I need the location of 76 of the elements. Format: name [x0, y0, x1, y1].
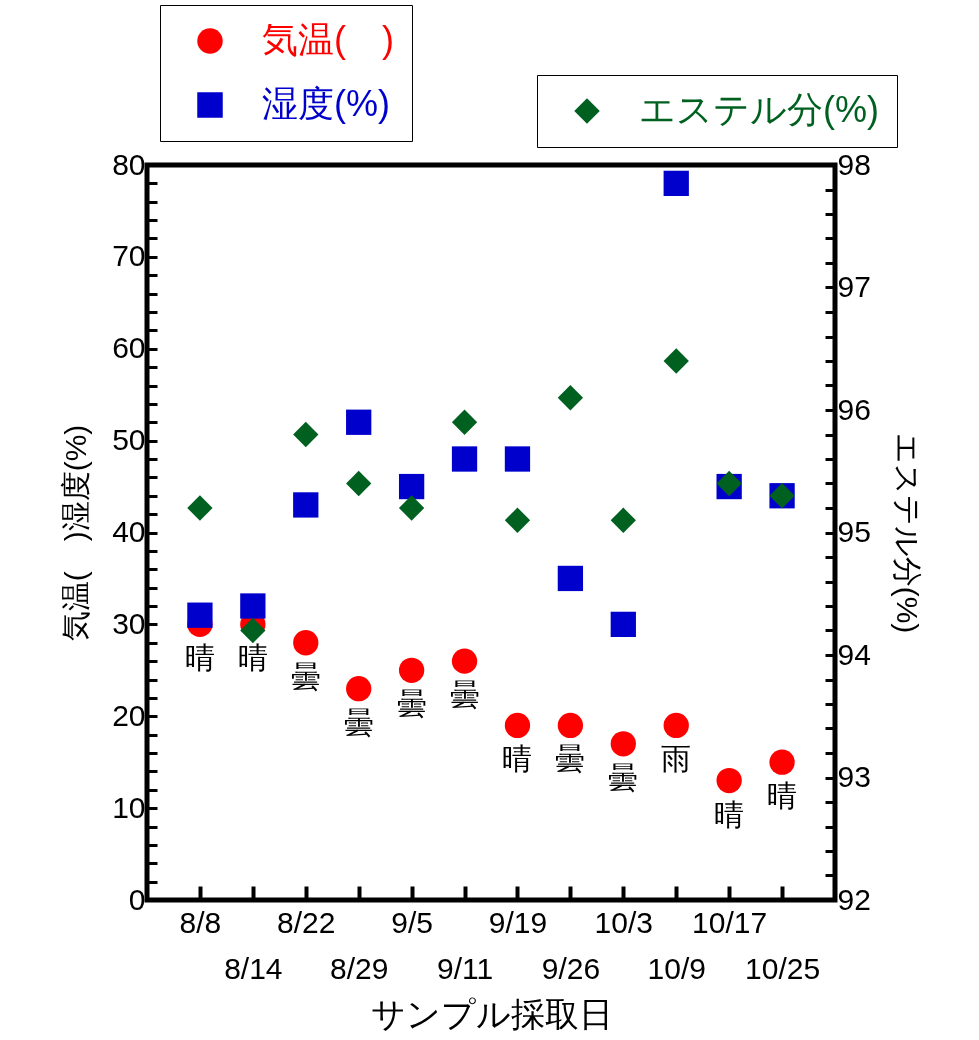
point	[610, 731, 636, 757]
annotation: 晴	[767, 779, 798, 813]
point	[346, 409, 372, 435]
y-tick-label: 10	[112, 790, 146, 824]
legend-label: エステル分(%)	[639, 89, 879, 130]
point	[504, 507, 531, 533]
point	[293, 630, 319, 656]
annotation: 晴	[184, 641, 215, 675]
point	[398, 473, 425, 500]
y2-tick-label: 95	[837, 515, 871, 548]
x-tick-label: 8/22	[277, 905, 336, 939]
y-tick-label: 30	[112, 606, 146, 640]
point	[504, 446, 531, 472]
y2-tick-label: 94	[837, 637, 871, 671]
point	[451, 446, 478, 472]
x-tick-label: 8/29	[330, 951, 389, 985]
point	[557, 565, 584, 592]
x-tick-label: 8/14	[224, 951, 283, 985]
point	[504, 712, 531, 739]
y2-tick-label: 96	[837, 392, 871, 426]
point	[293, 492, 319, 518]
y-tick-label: 20	[112, 698, 146, 732]
point	[187, 495, 213, 521]
y2-tick-label: 98	[837, 147, 871, 181]
annotation: 雨	[661, 742, 692, 776]
annotation: 曇	[290, 659, 321, 693]
point	[716, 767, 742, 794]
annotation: 曇	[555, 742, 586, 776]
point	[610, 611, 636, 638]
point	[346, 470, 372, 497]
legend-label: 湿度(%)	[262, 83, 390, 124]
legend-label: 気温( )	[262, 19, 394, 60]
x-tick-label: 9/11	[436, 951, 494, 985]
annotation: 曇	[449, 678, 480, 712]
annotation: 晴	[714, 797, 745, 831]
y-axis-title: 気温( )湿度(%)	[59, 424, 93, 642]
point	[398, 657, 425, 683]
point	[398, 495, 425, 521]
y-tick-label: 0	[128, 882, 146, 916]
point	[663, 348, 689, 374]
y-tick-label: 40	[112, 515, 146, 548]
y2-tick-label: 92	[837, 882, 871, 916]
point	[451, 409, 478, 435]
point	[451, 648, 478, 674]
y-tick-label: 80	[112, 147, 146, 181]
point	[769, 749, 795, 775]
x-axis-title: サンプル採取日	[370, 994, 613, 1033]
point	[663, 712, 689, 739]
x-tick-label: 9/26	[541, 951, 601, 985]
annotation: 晴	[237, 641, 268, 675]
annotation: 曇	[343, 705, 374, 739]
x-tick-label: 9/19	[488, 905, 548, 939]
point	[240, 593, 266, 619]
y-tick-label: 70	[112, 239, 146, 273]
y2-tick-label: 97	[837, 270, 871, 303]
point	[610, 507, 636, 533]
annotation: 晴	[502, 742, 533, 776]
point	[663, 170, 689, 197]
point	[240, 617, 266, 644]
point	[557, 712, 584, 739]
x-tick-label: 10/9	[647, 951, 706, 985]
x-tick-label: 10/25	[745, 951, 821, 985]
x-tick-label: 8/8	[179, 905, 222, 939]
annotation: 曇	[608, 760, 639, 794]
y-tick-label: 50	[112, 423, 146, 457]
x-tick-label: 9/5	[391, 905, 433, 939]
x-tick-label: 10/17	[692, 905, 768, 939]
point	[187, 602, 213, 628]
y-tick-label: 60	[112, 331, 146, 365]
point	[293, 421, 319, 448]
point	[346, 676, 372, 702]
x-tick-label: 10/3	[594, 905, 653, 939]
point	[557, 385, 584, 411]
y2-axis-title: エステル分(%)	[890, 432, 924, 634]
annotation: 曇	[396, 687, 427, 721]
y2-tick-label: 93	[837, 760, 871, 793]
